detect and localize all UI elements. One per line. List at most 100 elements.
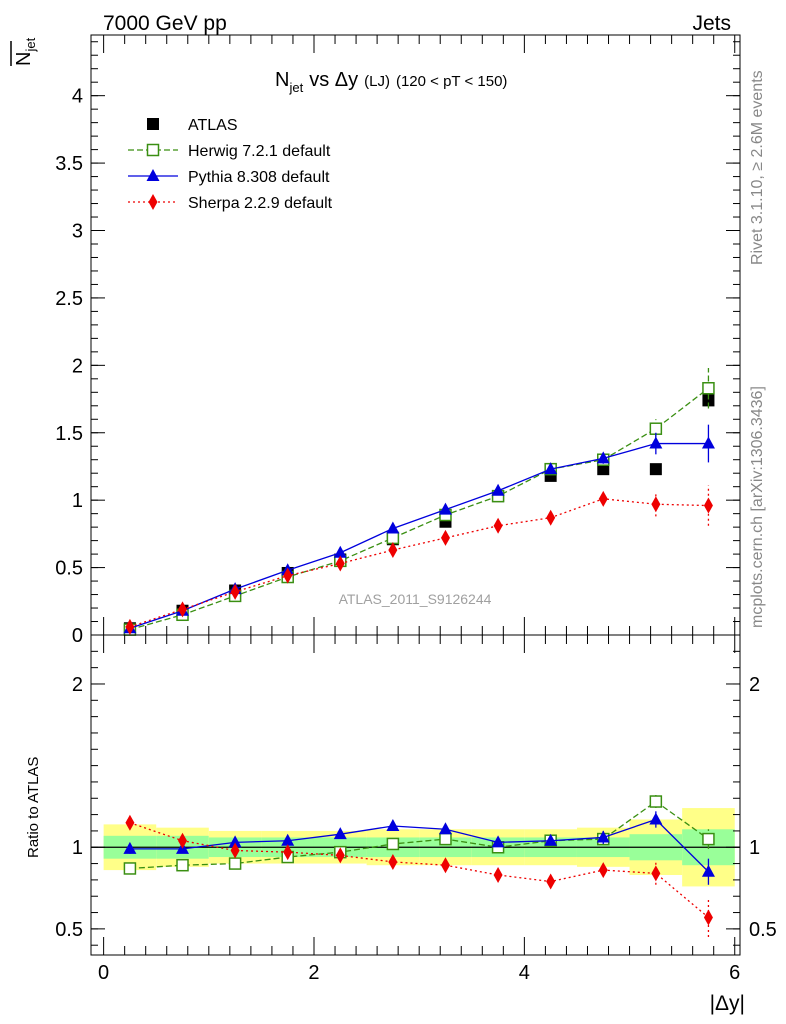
point-herwig [386, 531, 400, 545]
legend-marker-data [147, 118, 159, 130]
y-tick-label: 0.5 [55, 558, 83, 580]
legend-label: Pythia 8.308 default [188, 169, 330, 186]
point-pythia [333, 827, 347, 840]
point-pythia [544, 462, 558, 475]
point-sherpa [388, 542, 398, 559]
ratio-bands [91, 808, 740, 887]
y-tick-label: 0 [72, 625, 83, 647]
point-herwig [386, 837, 400, 851]
point-herwig [649, 795, 663, 808]
y-tick-label: 1 [72, 837, 83, 859]
point-sherpa [651, 496, 661, 513]
y-tick-label: 1.5 [55, 423, 83, 445]
x-tick-label: 4 [519, 962, 530, 984]
y-tick-label: 0.5 [55, 919, 83, 941]
y-tick-label: 2 [72, 674, 83, 696]
point-pythia [649, 436, 663, 449]
main-series [123, 368, 715, 636]
ratio-frame [90, 634, 741, 956]
point-sherpa [178, 601, 188, 618]
point-data [702, 394, 715, 407]
point-pythia [491, 483, 505, 496]
series-sherpa [125, 485, 713, 635]
y-tick-label-right: 0.5 [749, 919, 777, 941]
point-pythia [281, 833, 295, 846]
point-herwig [176, 858, 189, 872]
legend-marker-pythia [146, 169, 160, 181]
x-tick-label: 6 [729, 962, 740, 984]
point-sherpa [178, 832, 188, 849]
legend-item-sherpa: Sherpa 2.2.9 default [128, 194, 333, 212]
point-sherpa [703, 497, 713, 514]
x-tick-label: 2 [308, 962, 319, 984]
main-ticks: 0 0.5 1 1.5 2 2.5 3 3.5 4 [55, 35, 740, 647]
legend-label: Sherpa 2.2.9 default [188, 195, 333, 212]
y-tick-label: 2.5 [55, 288, 83, 310]
point-herwig [228, 857, 242, 870]
y-tick-label: 3 [72, 221, 83, 243]
point-sherpa [651, 865, 661, 882]
point-pythia [596, 830, 610, 843]
series-line-sherpa [129, 822, 709, 918]
point-pythia [438, 822, 452, 835]
ratio-ylabel: Ratio to ATLAS [25, 757, 42, 858]
main-panel: 0 0.5 1 1.5 2 2.5 3 3.5 4 Njet vs Δy (LJ) (120 < pT… [55, 34, 741, 647]
legend-label: ATLAS [188, 117, 238, 134]
point-sherpa [493, 867, 503, 883]
point-sherpa [703, 909, 713, 926]
legend-item-pythia: Pythia 8.308 default [128, 169, 330, 186]
xlabel: |Δy| [710, 992, 745, 1015]
rivet-label: Rivet 3.1.10, ≥ 2.6M events [749, 70, 766, 265]
point-sherpa [230, 583, 240, 600]
series-line-pythia [129, 818, 709, 873]
ratio-panel: 0.5 0.5 1 1 2 2 0 2 4 6 [55, 634, 777, 984]
point-sherpa [546, 509, 556, 526]
legend-marker-sherpa [148, 194, 158, 210]
series-line-sherpa [129, 498, 709, 628]
x-tick-label: 0 [98, 962, 109, 984]
point-pythia [333, 545, 347, 558]
mcplots-label: mcplots.cern.ch [arXiv:1306.3436] [749, 386, 766, 628]
point-pythia [123, 841, 137, 854]
series-line-herwig [129, 800, 709, 870]
point-data [649, 463, 662, 476]
y-tick-label-right: 2 [749, 674, 760, 696]
point-pythia [228, 835, 242, 848]
point-sherpa [230, 842, 240, 859]
point-pythia [649, 812, 663, 825]
energy-header: 7000 GeV pp [103, 12, 227, 35]
point-pythia [386, 521, 400, 534]
point-pythia [491, 835, 505, 848]
point-herwig [439, 832, 452, 846]
point-sherpa [125, 618, 135, 635]
point-sherpa [546, 873, 556, 890]
legend-item-herwig: Herwig 7.2.1 default [128, 143, 331, 160]
point-sherpa [598, 490, 608, 507]
point-pythia [438, 502, 452, 515]
legend: ATLAS Herwig 7.2.1 default Pythia 8.308 de… [128, 117, 333, 212]
legend-label: Herwig 7.2.1 default [188, 143, 331, 160]
y-tick-label: 3.5 [55, 153, 83, 175]
point-sherpa [335, 847, 345, 864]
ylabel-n: Njet [13, 37, 38, 66]
series-pythia [123, 424, 715, 634]
series-line-herwig [129, 387, 709, 631]
point-sherpa [283, 844, 293, 861]
ratio-series [123, 795, 715, 938]
legend-item-data: ATLAS [147, 117, 238, 134]
point-sherpa [440, 857, 450, 874]
point-herwig [702, 832, 715, 846]
point-pythia [701, 436, 715, 449]
point-sherpa [283, 567, 293, 584]
point-sherpa [125, 814, 135, 831]
point-data [597, 463, 610, 476]
category-header: Jets [692, 12, 731, 35]
series-pythia [123, 811, 715, 885]
point-pythia [701, 864, 715, 877]
point-pythia [544, 833, 558, 846]
analysis-tag: ATLAS_2011_S9126244 [339, 591, 492, 607]
point-sherpa [440, 529, 450, 546]
plot-title: Njet vs Δy (LJ) (120 < pT < 150) [275, 69, 507, 95]
y-tick-label: 2 [72, 355, 83, 377]
